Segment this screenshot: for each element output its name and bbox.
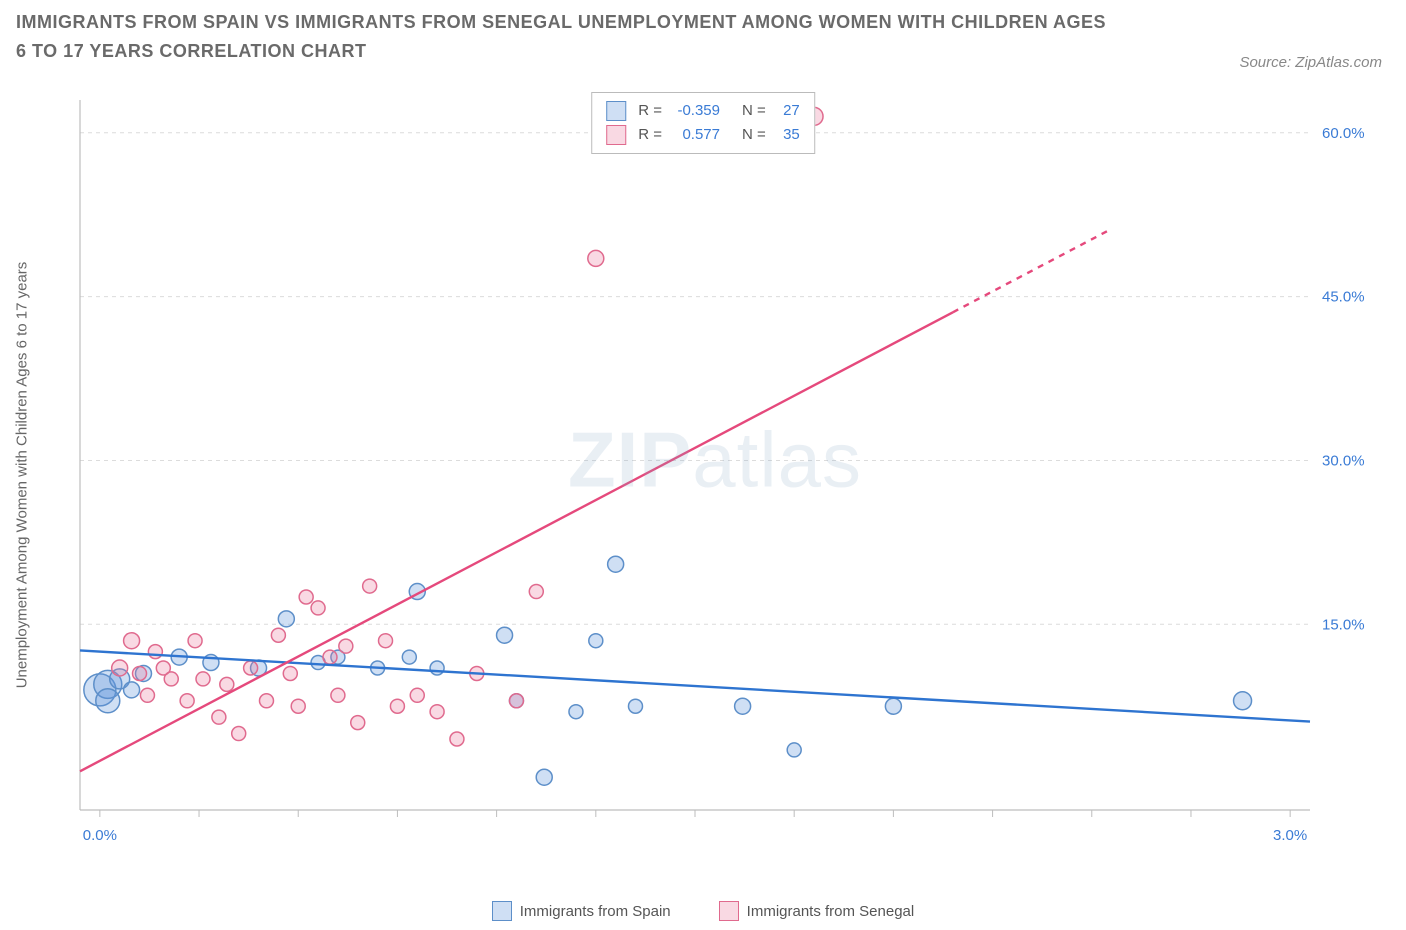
data-point [148, 645, 162, 659]
data-point [112, 660, 128, 676]
legend-label: Immigrants from Senegal [747, 903, 915, 920]
legend-swatch [492, 901, 512, 921]
legend-n-value: 35 [772, 123, 800, 147]
data-point [140, 688, 154, 702]
data-point [278, 611, 294, 627]
stat-legend: R =-0.359 N =27 R =0.577 N =35 [591, 92, 815, 154]
data-point [188, 634, 202, 648]
ytick-label: 30.0% [1322, 452, 1365, 469]
data-point [787, 743, 801, 757]
page-title: IMMIGRANTS FROM SPAIN VS IMMIGRANTS FROM… [16, 8, 1116, 66]
data-point [430, 661, 444, 675]
legend-item: Immigrants from Spain [492, 901, 671, 921]
data-point [180, 694, 194, 708]
data-point [588, 250, 604, 266]
data-point [299, 590, 313, 604]
legend-swatch [719, 901, 739, 921]
data-point [259, 694, 273, 708]
stat-legend-row: R =0.577 N =35 [606, 123, 800, 147]
legend-n-value: 27 [772, 99, 800, 123]
data-point [569, 705, 583, 719]
data-point [133, 666, 147, 680]
legend-r-label: R = [638, 123, 662, 147]
data-point [363, 579, 377, 593]
data-point [124, 633, 140, 649]
legend-n-label: N = [742, 99, 766, 123]
legend-swatch [606, 125, 626, 145]
data-point [509, 694, 523, 708]
data-point [885, 698, 901, 714]
legend-label: Immigrants from Spain [520, 903, 671, 920]
data-point [410, 688, 424, 702]
data-point [430, 705, 444, 719]
data-point [212, 710, 226, 724]
bottom-legend: Immigrants from Spain Immigrants from Sen… [0, 901, 1406, 926]
yaxis-title: Unemployment Among Women with Children A… [14, 262, 31, 689]
data-point [164, 672, 178, 686]
xtick-label: 3.0% [1273, 827, 1307, 844]
legend-swatch [606, 101, 626, 121]
data-point [331, 688, 345, 702]
trend-line-extrapolated [953, 229, 1112, 312]
legend-r-value: 0.577 [668, 123, 720, 147]
data-point [291, 699, 305, 713]
data-point [244, 661, 258, 675]
legend-item: Immigrants from Senegal [719, 901, 915, 921]
scatter-chart: 15.0% 30.0% 45.0% 60.0% 0.0% 3.0% [50, 90, 1380, 860]
ytick-label: 15.0% [1322, 616, 1365, 633]
data-point [271, 628, 285, 642]
chart-area: Unemployment Among Women with Children A… [50, 90, 1380, 860]
xtick-label: 0.0% [83, 827, 117, 844]
data-point [351, 716, 365, 730]
data-point [311, 601, 325, 615]
data-point [323, 650, 337, 664]
data-point [589, 634, 603, 648]
data-point [220, 677, 234, 691]
data-point [735, 698, 751, 714]
stat-legend-row: R =-0.359 N =27 [606, 99, 800, 123]
data-point [608, 556, 624, 572]
ytick-label: 45.0% [1322, 289, 1365, 306]
source-label: Source: ZipAtlas.com [1239, 54, 1382, 71]
data-point [232, 727, 246, 741]
trend-line [80, 650, 1310, 721]
legend-n-label: N = [742, 123, 766, 147]
data-point [450, 732, 464, 746]
data-point [283, 666, 297, 680]
data-point [339, 639, 353, 653]
data-point [628, 699, 642, 713]
legend-r-label: R = [638, 99, 662, 123]
legend-r-value: -0.359 [668, 99, 720, 123]
data-point [402, 650, 416, 664]
data-point [379, 634, 393, 648]
ytick-label: 60.0% [1322, 125, 1365, 142]
data-point [529, 585, 543, 599]
data-point [1234, 692, 1252, 710]
data-point [196, 672, 210, 686]
data-point [536, 769, 552, 785]
data-point [96, 689, 120, 713]
data-point [497, 627, 513, 643]
data-point [390, 699, 404, 713]
data-point [124, 682, 140, 698]
